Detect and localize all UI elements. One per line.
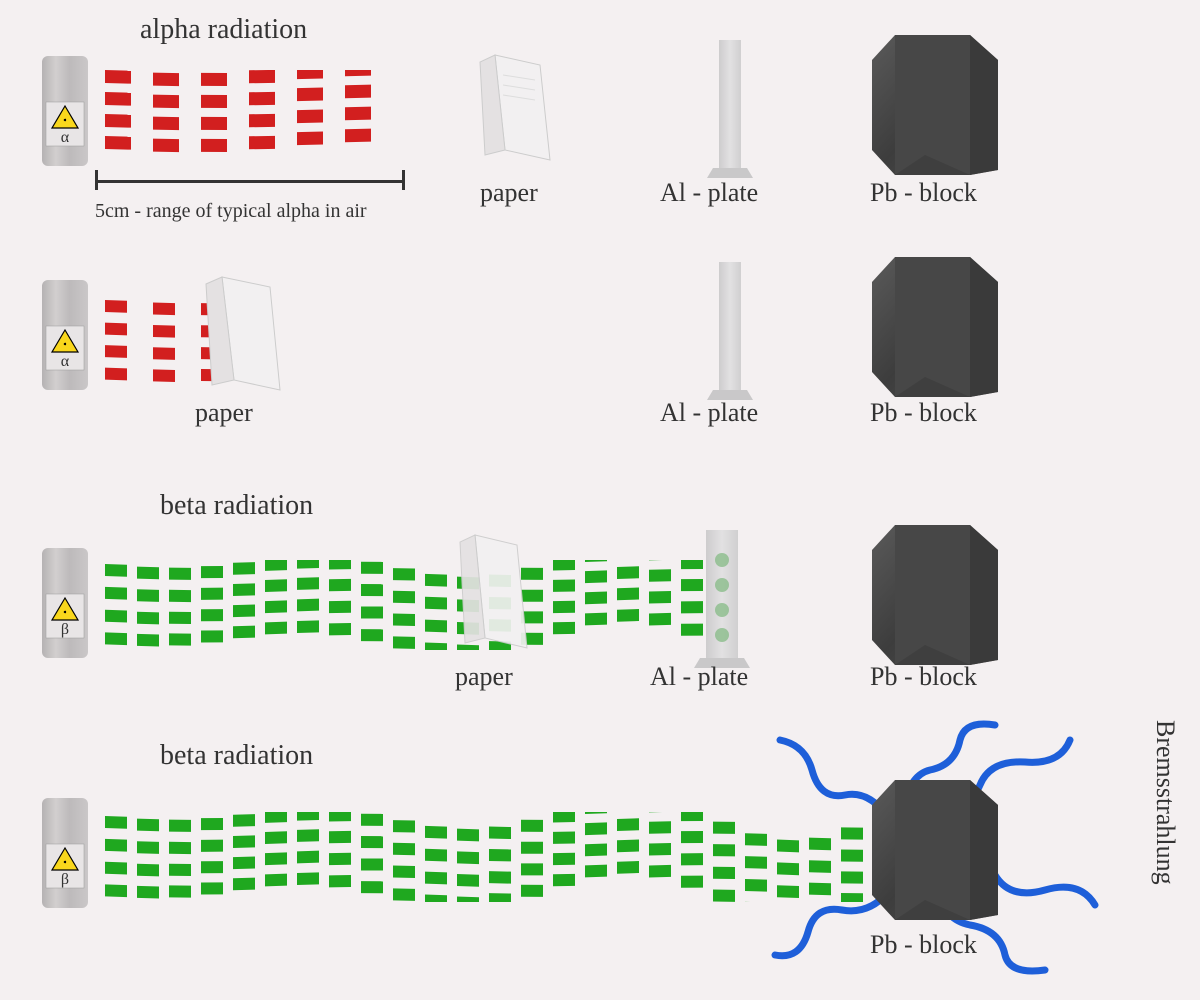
row3-pb-block [870,520,1010,675]
row2-paper-label: paper [195,398,253,428]
row1-range-tick-left [95,170,98,190]
row3-al-plate [692,530,752,675]
row1-al-label: Al - plate [660,178,758,208]
row1-range-label: 5cm - range of typical alpha in air [95,200,367,223]
row3-pb-label: Pb - block [870,662,977,692]
row1-source: α [40,56,90,171]
row4-source: β [40,798,90,913]
row2-al-label: Al - plate [660,398,758,428]
row3-al-label: Al - plate [650,662,748,692]
row3-source: β [40,548,90,663]
row1-paper [475,50,555,175]
row4-title: beta radiation [160,740,313,772]
row3-title: beta radiation [160,490,313,522]
row2-al-plate [705,262,755,407]
row1-title: alpha radiation [140,14,307,46]
row1-pb-block [870,30,1010,185]
row1-range-line [95,180,405,183]
row2-source: α [40,280,90,395]
row4-pb-label: Pb - block [870,930,977,960]
row3-paper [455,530,535,665]
row4-pb-block [870,775,1010,930]
svg-text:β: β [61,871,69,888]
row1-pb-label: Pb - block [870,178,977,208]
row2-pb-label: Pb - block [870,398,977,428]
svg-text:α: α [61,353,70,370]
row2-paper [200,272,290,407]
row1-range-tick-right [402,170,405,190]
row1-dashes [105,70,415,165]
row3-dashes [105,560,745,655]
row3-paper-label: paper [455,662,513,692]
row1-source-symbol: α [61,129,70,146]
row2-pb-block [870,252,1010,407]
svg-text:β: β [61,621,69,638]
row1-paper-label: paper [480,178,538,208]
row4-brems-label: Bremsstrahlung [1150,720,1180,885]
row1-al-plate [705,40,755,185]
